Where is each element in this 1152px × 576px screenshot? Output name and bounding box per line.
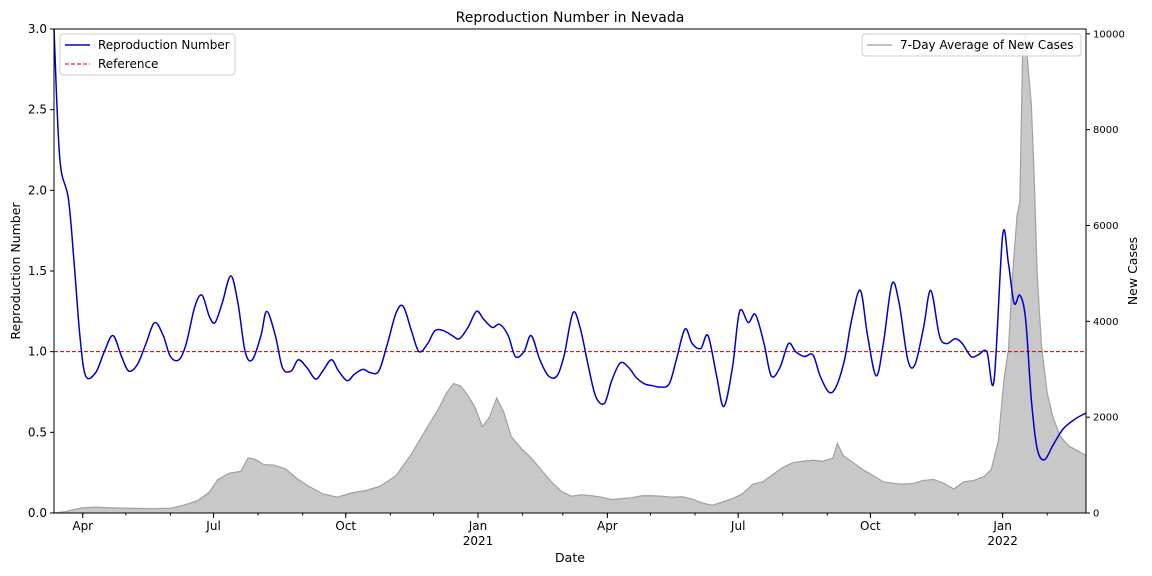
legend-left-box [59, 33, 236, 76]
right-y-tick-label: 2000 [1093, 413, 1118, 424]
left-y-tick-label: 2.5 [28, 103, 47, 117]
right-y-tick-label: 4000 [1093, 317, 1118, 328]
legend-label-reproduction: Reproduction Number [98, 38, 230, 52]
legend-left: Reproduction Number Reference [59, 33, 236, 76]
x-tick-year-label: 2021 [463, 534, 494, 548]
x-tick-label: Jul [205, 519, 220, 533]
cases-area-layer [53, 33, 1087, 514]
y-axis-label: Reproduction Number [8, 202, 23, 340]
x-tick-label: Apr [597, 519, 618, 533]
x-tick-label: Oct [335, 519, 356, 533]
legend-right: 7-Day Average of New Cases [861, 33, 1082, 57]
x-tick-label: Oct [860, 519, 881, 533]
left-y-tick-label: 0.0 [28, 506, 47, 520]
left-y-tick-label: 2.0 [28, 183, 47, 197]
legend-label-reference: Reference [98, 57, 158, 71]
left-y-tick-label: 1.5 [28, 264, 47, 278]
left-y-tick-label: 0.5 [28, 425, 47, 439]
y2-axis-label: New Cases [1125, 237, 1140, 305]
x-axis-label: Date [555, 550, 585, 565]
x-tick-label: Jan [992, 519, 1012, 533]
left-y-tick-label: 3.0 [28, 22, 47, 36]
x-tick-label: Jan [468, 519, 488, 533]
left-y-tick-label: 1.0 [28, 345, 47, 359]
reproduction-line-layer [53, 28, 1087, 461]
legend-right-box [861, 33, 1082, 57]
x-tick-label: Apr [72, 519, 93, 533]
cases-line [53, 33, 1087, 514]
x-tick-label: Jul [730, 519, 745, 533]
right-y-tick-label: 6000 [1093, 221, 1118, 232]
left-axis: 0.0 0.5 1.0 1.5 2.0 2.5 3.0 [28, 22, 54, 520]
chart-title: Reproduction Number in Nevada [456, 10, 685, 26]
legend-label-cases: 7-Day Average of New Cases [900, 38, 1074, 52]
right-axis: 0 2000 4000 6000 8000 10000 [1086, 29, 1125, 520]
right-y-tick-label: 0 [1093, 509, 1099, 520]
x-tick-year-label: 2022 [987, 534, 1018, 548]
right-y-tick-label: 10000 [1093, 29, 1125, 40]
reproduction-number-line [53, 28, 1087, 461]
right-y-tick-label: 8000 [1093, 125, 1118, 136]
